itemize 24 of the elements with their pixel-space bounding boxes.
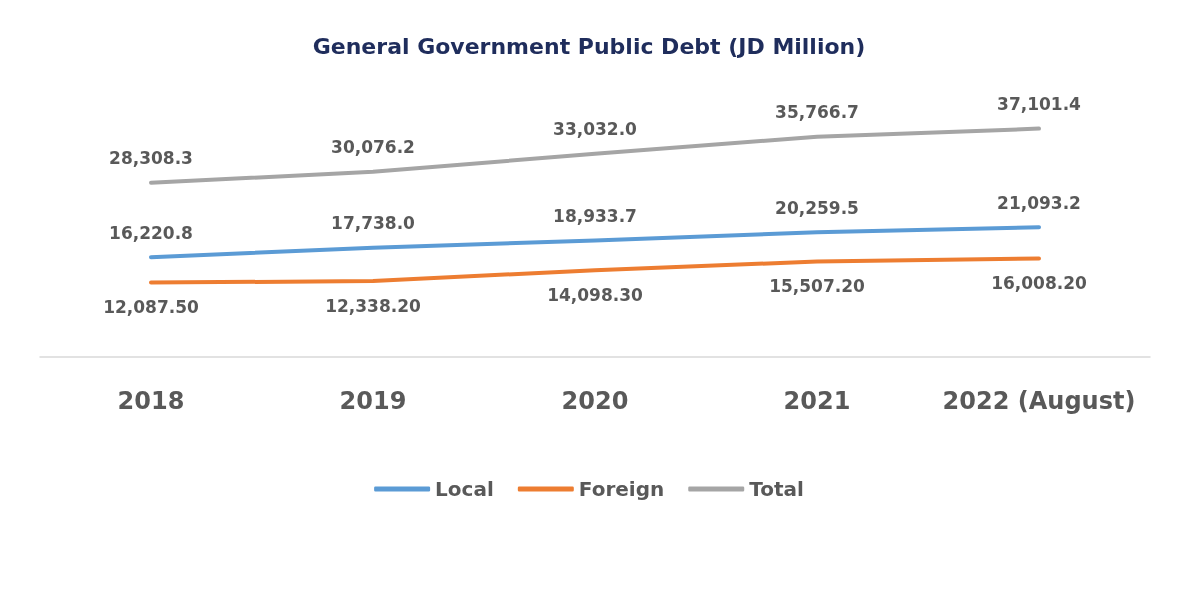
x-tick-label: 2020 [561,387,629,415]
data-label: 37,101.4 [997,94,1082,115]
data-label: 35,766.7 [775,102,859,123]
data-label: 21,093.2 [997,192,1081,213]
legend-label: Local [435,477,494,501]
x-tick-label: 2018 [117,387,185,415]
x-tick-label: 2019 [339,387,407,415]
legend-label: Total [749,477,804,501]
x-tick-label: 2022 (August) [942,387,1136,415]
legend-label: Foreign [578,477,665,501]
data-label: 30,076.2 [331,137,415,158]
data-label: 18,933.7 [553,205,637,226]
chart-title: General Government Public Debt (JD Million) [312,33,866,59]
data-label: 15,507.20 [769,276,866,297]
data-label: 12,087.50 [103,297,200,318]
data-label: 17,738.0 [331,213,416,234]
data-label: 12,338.20 [325,295,422,316]
data-label: 33,032.0 [553,119,638,140]
data-label: 16,008.20 [991,272,1088,293]
data-label: 16,220.8 [109,222,193,243]
data-label: 20,259.5 [775,197,859,218]
data-label: 14,098.30 [547,284,644,305]
x-tick-label: 2021 [783,387,851,415]
data-label: 28,308.3 [109,148,193,169]
